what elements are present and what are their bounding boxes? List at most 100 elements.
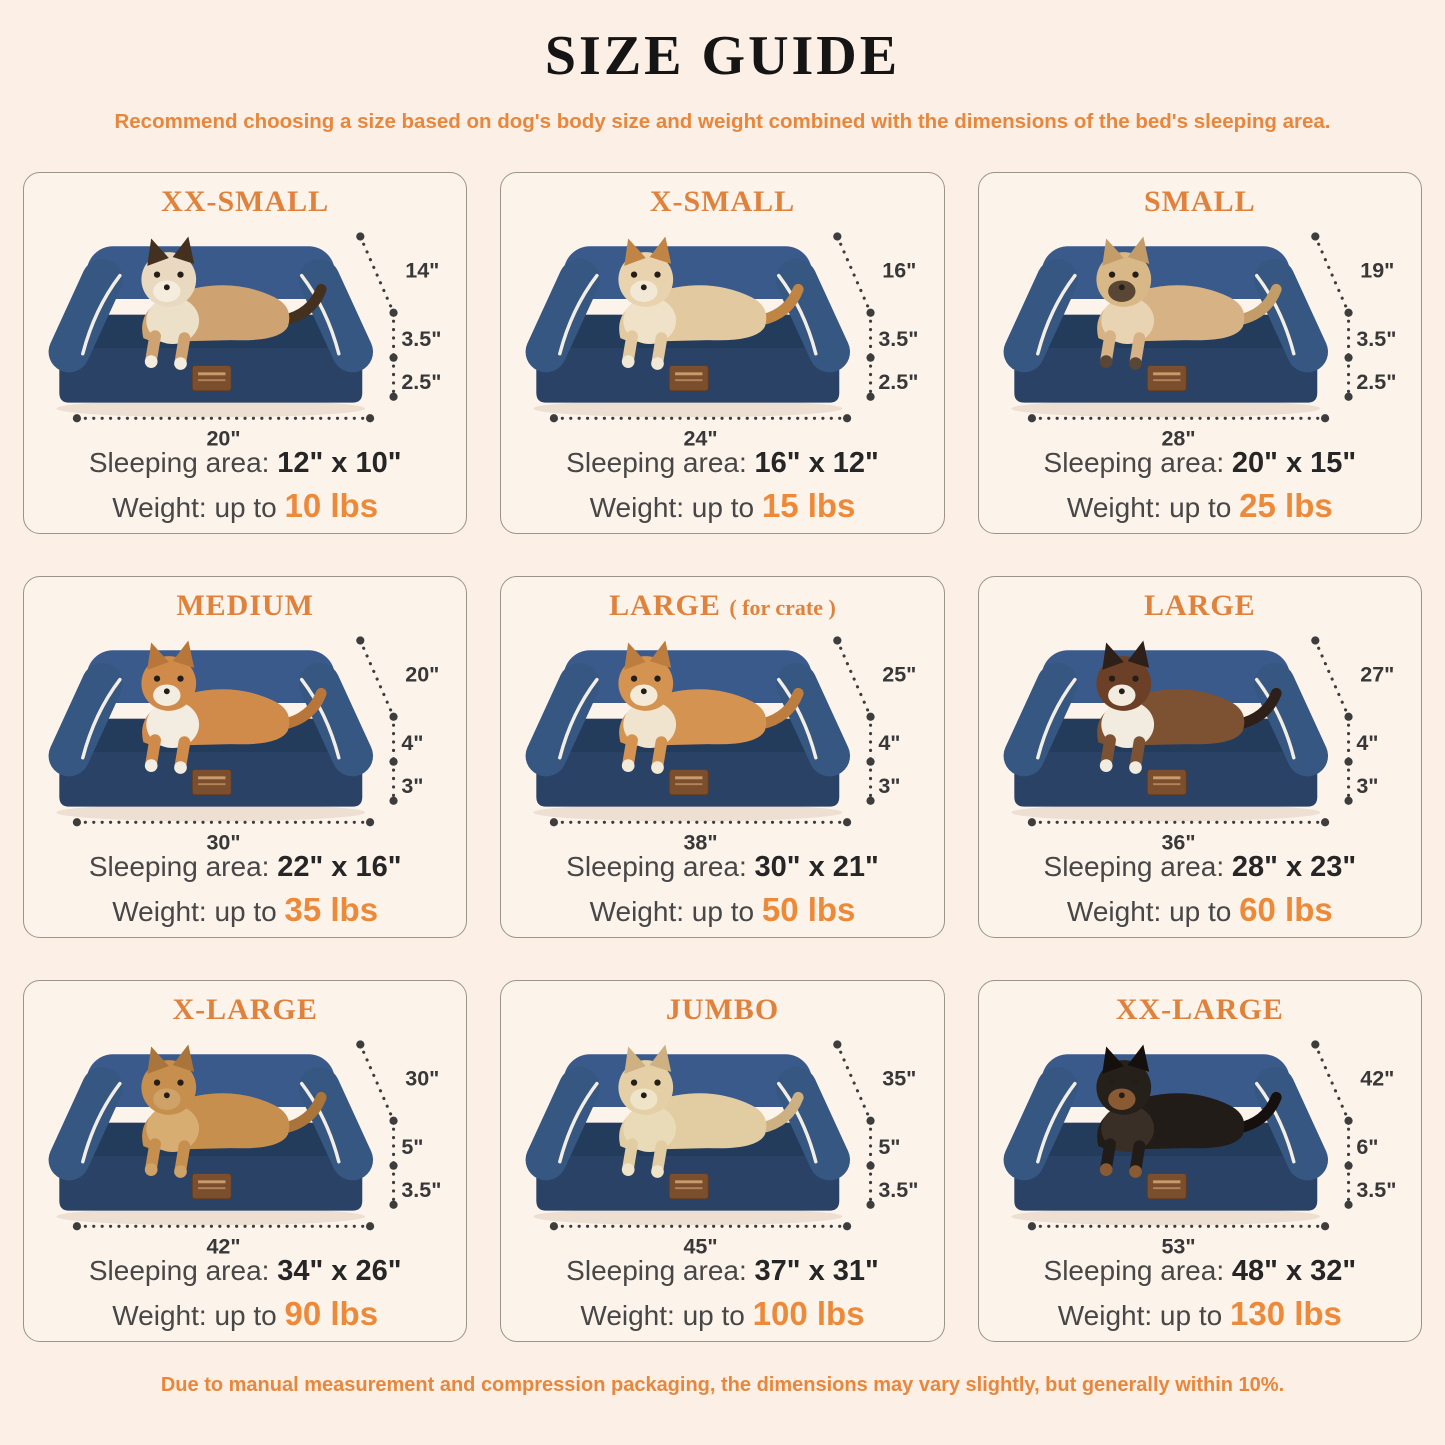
weight-line: Weight: up to 60 lbs bbox=[1066, 891, 1333, 929]
animal-illustration bbox=[618, 1044, 805, 1178]
animal-illustration bbox=[1096, 1044, 1282, 1178]
bed-illustration: 35" 5" 3.5" 45" bbox=[526, 1040, 919, 1259]
base-height-dimension: 2.5" bbox=[402, 370, 442, 394]
size-card-x-large: X-LARGE bbox=[23, 980, 468, 1342]
sleeping-area-value: 22" x 16" bbox=[277, 851, 402, 884]
sleeping-area-line: Sleeping area: 20" x 15" bbox=[1043, 447, 1357, 480]
weight-value: 25 lbs bbox=[1239, 487, 1333, 525]
width-dimension: 36" bbox=[1161, 831, 1195, 855]
size-card-grid: XX-SMALL bbox=[23, 172, 1422, 1342]
sleeping-area-value: 16" x 12" bbox=[754, 447, 879, 480]
size-name: XX-SMALL bbox=[161, 185, 330, 218]
width-dimension: 28" bbox=[1161, 427, 1195, 451]
animal-illustration bbox=[1096, 640, 1282, 774]
weight-value: 60 lbs bbox=[1239, 891, 1333, 929]
size-card-large-crate: LARGE ( for crate ) bbox=[500, 576, 945, 938]
size-card-large: LARGE bbox=[977, 576, 1422, 938]
weight-value: 50 lbs bbox=[761, 891, 856, 929]
weight-line: Weight: up to 35 lbs bbox=[112, 891, 379, 929]
size-guide-page: SIZE GUIDE Recommend choosing a size bas… bbox=[23, 25, 1422, 1396]
bed-illustration: 30" 5" 3.5" 42" bbox=[48, 1040, 442, 1259]
depth-dimension: 27" bbox=[1360, 663, 1394, 687]
sleeping-area-value: 30" x 21" bbox=[754, 851, 879, 884]
weight-value: 10 lbs bbox=[284, 487, 379, 525]
weight-value: 15 lbs bbox=[761, 487, 856, 525]
sleeping-area-line: Sleeping area: 12" x 10" bbox=[88, 447, 402, 480]
size-name: X-SMALL bbox=[649, 185, 796, 218]
sleeping-area-line: Sleeping area: 34" x 26" bbox=[88, 1255, 402, 1288]
size-name: SMALL bbox=[1143, 185, 1256, 218]
size-card-medium: MEDIUM bbox=[23, 576, 468, 938]
card-title: XX-LARGE bbox=[1116, 993, 1284, 1027]
page-subtitle: Recommend choosing a size based on dog's… bbox=[114, 110, 1331, 133]
weight-line: Weight: up to 100 lbs bbox=[580, 1295, 865, 1333]
card-title: JUMBO bbox=[666, 993, 779, 1027]
card-title: XX-SMALL bbox=[161, 185, 329, 219]
weight-line: Weight: up to 15 lbs bbox=[589, 487, 856, 525]
weight-value: 90 lbs bbox=[284, 1295, 379, 1333]
size-suffix: ( for crate ) bbox=[729, 595, 836, 620]
measurement-lines: 30" 5" 3.5" 42" bbox=[72, 1040, 442, 1259]
bolster-height-dimension: 3.5" bbox=[402, 327, 442, 351]
base-height-dimension: 3.5" bbox=[879, 1178, 919, 1202]
bed-illustration: 27" 4" 3" 36" bbox=[1003, 636, 1394, 855]
depth-dimension: 42" bbox=[1360, 1067, 1394, 1091]
animal-illustration bbox=[618, 236, 805, 370]
width-dimension: 45" bbox=[684, 1235, 718, 1259]
bed-illustration: 20" 4" 3" 30" bbox=[48, 636, 440, 855]
base-height-dimension: 3" bbox=[402, 774, 424, 798]
width-dimension: 53" bbox=[1161, 1235, 1195, 1259]
page-title: SIZE GUIDE bbox=[544, 25, 901, 87]
bed-illustration: 14" 3.5" 2.5" 20" bbox=[48, 232, 442, 451]
measurement-lines: 20" 4" 3" 30" bbox=[72, 636, 440, 855]
measurement-lines: 35" 5" 3.5" 45" bbox=[550, 1040, 919, 1259]
weight-line: Weight: up to 10 lbs bbox=[112, 487, 379, 525]
bolster-height-dimension: 3.5" bbox=[879, 327, 919, 351]
size-card-jumbo: JUMBO bbox=[500, 980, 945, 1342]
measurement-lines: 16" 3.5" 2.5" 24" bbox=[550, 232, 919, 451]
depth-dimension: 19" bbox=[1360, 259, 1394, 283]
width-dimension: 38" bbox=[684, 831, 718, 855]
bolster-height-dimension: 5" bbox=[402, 1135, 424, 1159]
depth-dimension: 16" bbox=[883, 259, 917, 283]
size-card-xx-large: XX-LARGE bbox=[977, 980, 1422, 1342]
base-height-dimension: 2.5" bbox=[1356, 370, 1396, 394]
bolster-height-dimension: 3.5" bbox=[1356, 327, 1396, 351]
base-height-dimension: 3" bbox=[879, 774, 901, 798]
depth-dimension: 35" bbox=[883, 1067, 917, 1091]
weight-line: Weight: up to 130 lbs bbox=[1057, 1295, 1342, 1333]
bolster-height-dimension: 5" bbox=[879, 1135, 901, 1159]
base-height-dimension: 3" bbox=[1356, 774, 1378, 798]
animal-illustration bbox=[141, 640, 327, 774]
base-height-dimension: 3.5" bbox=[402, 1178, 442, 1202]
card-title: X-SMALL bbox=[650, 185, 795, 219]
bolster-height-dimension: 4" bbox=[402, 731, 424, 755]
sleeping-area-value: 48" x 32" bbox=[1231, 1255, 1357, 1288]
card-title: LARGE bbox=[1144, 589, 1256, 623]
width-dimension: 24" bbox=[684, 427, 718, 451]
base-height-dimension: 2.5" bbox=[879, 370, 919, 394]
weight-line: Weight: up to 90 lbs bbox=[112, 1295, 379, 1333]
card-title: X-LARGE bbox=[172, 993, 317, 1027]
depth-dimension: 25" bbox=[883, 663, 917, 687]
bed-illustration: 25" 4" 3" 38" bbox=[526, 636, 917, 855]
animal-illustration bbox=[141, 1044, 327, 1178]
sleeping-area-line: Sleeping area: 22" x 16" bbox=[88, 851, 402, 884]
size-card-small: SMALL bbox=[977, 172, 1422, 534]
measurement-lines: 14" 3.5" 2.5" 20" bbox=[72, 232, 442, 451]
weight-value: 100 lbs bbox=[752, 1295, 865, 1333]
sleeping-area-line: Sleeping area: 28" x 23" bbox=[1043, 851, 1357, 884]
animal-illustration bbox=[1096, 236, 1282, 370]
size-card-x-small: X-SMALL bbox=[500, 172, 945, 534]
card-title: SMALL bbox=[1144, 185, 1256, 219]
sleeping-area-line: Sleeping area: 37" x 31" bbox=[566, 1255, 879, 1288]
measurement-lines: 27" 4" 3" 36" bbox=[1027, 636, 1394, 855]
size-name: LARGE bbox=[1143, 589, 1256, 622]
bed-illustration: 19" 3.5" 2.5" 28" bbox=[1003, 232, 1396, 451]
depth-dimension: 30" bbox=[405, 1067, 439, 1091]
bed-illustration: 16" 3.5" 2.5" 24" bbox=[526, 232, 919, 451]
sleeping-area-line: Sleeping area: 48" x 32" bbox=[1043, 1255, 1357, 1288]
size-name: MEDIUM bbox=[176, 589, 314, 622]
measurement-lines: 42" 6" 3.5" 53" bbox=[1027, 1040, 1396, 1259]
size-name: LARGE bbox=[609, 589, 721, 622]
